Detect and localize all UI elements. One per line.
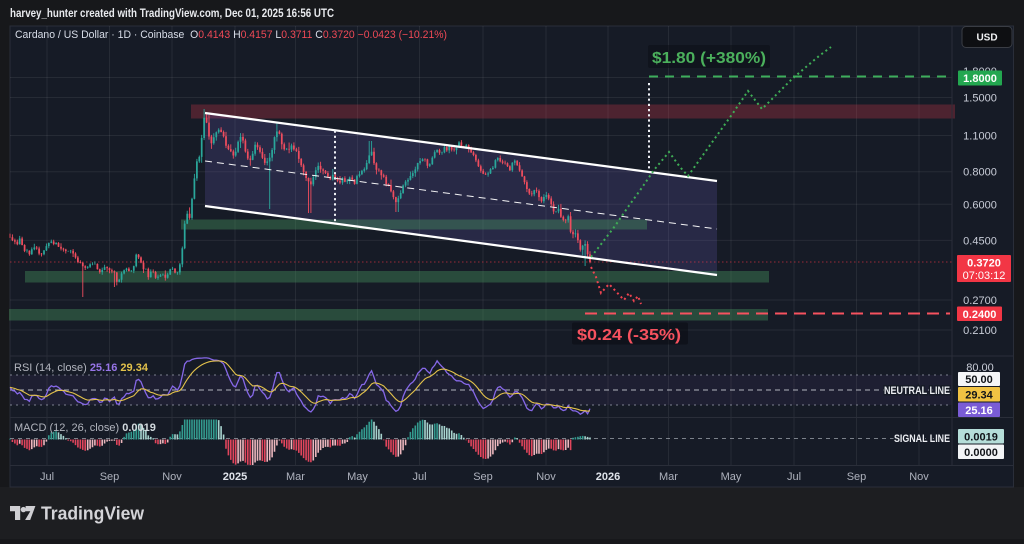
svg-text:0.2400: 0.2400: [963, 309, 997, 321]
svg-text:May: May: [347, 471, 368, 483]
svg-text:Sep: Sep: [847, 471, 867, 483]
svg-text:0.2700: 0.2700: [963, 295, 997, 307]
svg-text:TradingView: TradingView: [41, 504, 145, 524]
svg-text:Jul: Jul: [787, 471, 801, 483]
svg-text:Jul: Jul: [40, 471, 54, 483]
svg-text:harvey_hunter created with Tra: harvey_hunter created with TradingView.c…: [10, 8, 334, 20]
svg-text:Nov: Nov: [909, 471, 929, 483]
svg-text:Mar: Mar: [659, 471, 678, 483]
svg-text:RSI (14, close) 25.16 29.34: RSI (14, close) 25.16 29.34: [14, 362, 149, 374]
svg-text:Sep: Sep: [473, 471, 493, 483]
svg-text:2025: 2025: [223, 471, 247, 483]
svg-text:NEUTRAL LINE: NEUTRAL LINE: [884, 385, 950, 397]
svg-text:Sep: Sep: [100, 471, 120, 483]
svg-text:0.6000: 0.6000: [963, 199, 997, 211]
svg-text:50.00: 50.00: [965, 374, 993, 386]
svg-text:0.8000: 0.8000: [963, 167, 997, 179]
svg-text:25.16: 25.16: [965, 405, 993, 417]
svg-text:29.34: 29.34: [965, 390, 993, 402]
svg-text:0.0019: 0.0019: [964, 432, 998, 444]
svg-text:$0.24 (-35%): $0.24 (-35%): [577, 327, 681, 344]
svg-text:80.00: 80.00: [966, 362, 994, 374]
svg-text:07:03:12: 07:03:12: [963, 270, 1006, 282]
svg-text:$1.80 (+380%): $1.80 (+380%): [652, 50, 766, 67]
svg-text:0.2100: 0.2100: [963, 325, 997, 337]
svg-text:1.5000: 1.5000: [963, 93, 997, 105]
svg-text:May: May: [721, 471, 742, 483]
svg-text:Cardano / US Dollar · 1D · Coi: Cardano / US Dollar · 1D · Coinbase O0.4…: [15, 29, 447, 41]
svg-text:0.0000: 0.0000: [964, 447, 998, 459]
svg-text:1.8000: 1.8000: [963, 73, 997, 85]
svg-text:1.1000: 1.1000: [963, 131, 997, 143]
svg-text:0.4500: 0.4500: [963, 235, 997, 247]
svg-text:2026: 2026: [596, 471, 620, 483]
svg-text:MACD (12, 26, close) 0.0019: MACD (12, 26, close) 0.0019: [14, 422, 156, 434]
svg-text:Nov: Nov: [162, 471, 182, 483]
svg-text:0.3720: 0.3720: [967, 258, 1001, 270]
svg-text:Mar: Mar: [286, 471, 305, 483]
svg-text:Nov: Nov: [536, 471, 556, 483]
svg-text:USD: USD: [976, 33, 997, 44]
svg-text:SIGNAL LINE: SIGNAL LINE: [894, 433, 950, 445]
svg-text:Jul: Jul: [412, 471, 426, 483]
